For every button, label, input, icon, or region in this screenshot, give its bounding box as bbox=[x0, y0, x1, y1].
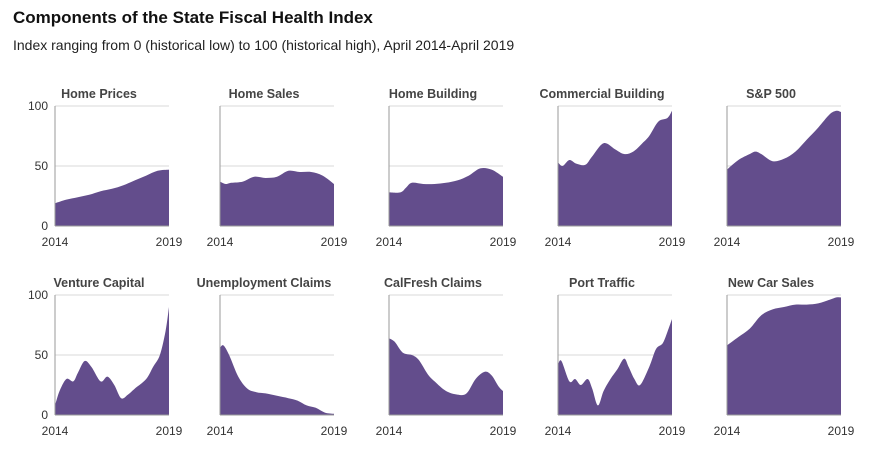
panel-3: Commercial Building 2014 2019 bbox=[539, 87, 685, 249]
x-tick-label: 2019 bbox=[490, 424, 517, 438]
area-series bbox=[558, 319, 672, 415]
x-tick-label: 2014 bbox=[207, 235, 234, 249]
area-series bbox=[55, 169, 169, 226]
x-tick-label: 2014 bbox=[545, 424, 572, 438]
x-tick-label: 2014 bbox=[42, 235, 69, 249]
panel-7: CalFresh Claims 2014 2019 bbox=[376, 276, 517, 438]
x-tick-label: 2019 bbox=[490, 235, 517, 249]
area-series bbox=[558, 110, 672, 226]
area-series bbox=[389, 338, 503, 415]
x-tick-label: 2019 bbox=[659, 235, 686, 249]
x-tick-label: 2014 bbox=[376, 235, 403, 249]
panel-title: S&P 500 bbox=[746, 87, 796, 101]
y-tick-label: 100 bbox=[28, 288, 48, 302]
area-series bbox=[727, 297, 841, 415]
y-tick-label: 50 bbox=[35, 348, 49, 362]
panel-title: Venture Capital bbox=[54, 276, 145, 290]
page-subtitle: Index ranging from 0 (historical low) to… bbox=[13, 37, 515, 53]
y-tick-label: 100 bbox=[28, 99, 48, 113]
panel-title: Port Traffic bbox=[569, 276, 635, 290]
x-tick-label: 2019 bbox=[321, 235, 348, 249]
area-series bbox=[389, 167, 503, 226]
area-series bbox=[727, 110, 841, 226]
area-series bbox=[55, 307, 169, 415]
page-title: Components of the State Fiscal Health In… bbox=[13, 8, 373, 27]
x-tick-label: 2019 bbox=[156, 235, 183, 249]
area-series bbox=[220, 170, 334, 226]
panel-title: Home Building bbox=[389, 87, 477, 101]
x-tick-label: 2019 bbox=[828, 424, 855, 438]
x-tick-label: 2019 bbox=[156, 424, 183, 438]
y-tick-label: 0 bbox=[41, 408, 48, 422]
panel-title: CalFresh Claims bbox=[384, 276, 482, 290]
panel-8: Port Traffic 2014 2019 bbox=[545, 276, 686, 438]
x-tick-label: 2019 bbox=[828, 235, 855, 249]
panel-4: S&P 500 2014 2019 bbox=[714, 87, 855, 249]
panel-1: Home Sales 2014 2019 bbox=[207, 87, 348, 249]
x-tick-label: 2014 bbox=[714, 235, 741, 249]
x-tick-label: 2019 bbox=[659, 424, 686, 438]
panel-2: Home Building 2014 2019 bbox=[376, 87, 517, 249]
x-tick-label: 2014 bbox=[376, 424, 403, 438]
area-series bbox=[220, 345, 334, 415]
y-tick-label: 0 bbox=[41, 219, 48, 233]
x-tick-label: 2019 bbox=[321, 424, 348, 438]
panel-title: Home Prices bbox=[61, 87, 137, 101]
y-tick-label: 50 bbox=[35, 159, 49, 173]
panel-0: Home Prices 0 50 100 2014 2019 bbox=[28, 87, 183, 249]
x-tick-label: 2014 bbox=[42, 424, 69, 438]
x-tick-label: 2014 bbox=[714, 424, 741, 438]
x-tick-label: 2014 bbox=[207, 424, 234, 438]
panel-9: New Car Sales 2014 2019 bbox=[714, 276, 855, 438]
x-tick-label: 2014 bbox=[545, 235, 572, 249]
panel-title: New Car Sales bbox=[728, 276, 814, 290]
panel-title: Unemployment Claims bbox=[197, 276, 332, 290]
panel-title: Commercial Building bbox=[539, 87, 664, 101]
panel-6: Unemployment Claims 2014 2019 bbox=[197, 276, 348, 438]
panel-5: Venture Capital 0 50 100 2014 2019 bbox=[28, 276, 183, 438]
panel-title: Home Sales bbox=[229, 87, 300, 101]
